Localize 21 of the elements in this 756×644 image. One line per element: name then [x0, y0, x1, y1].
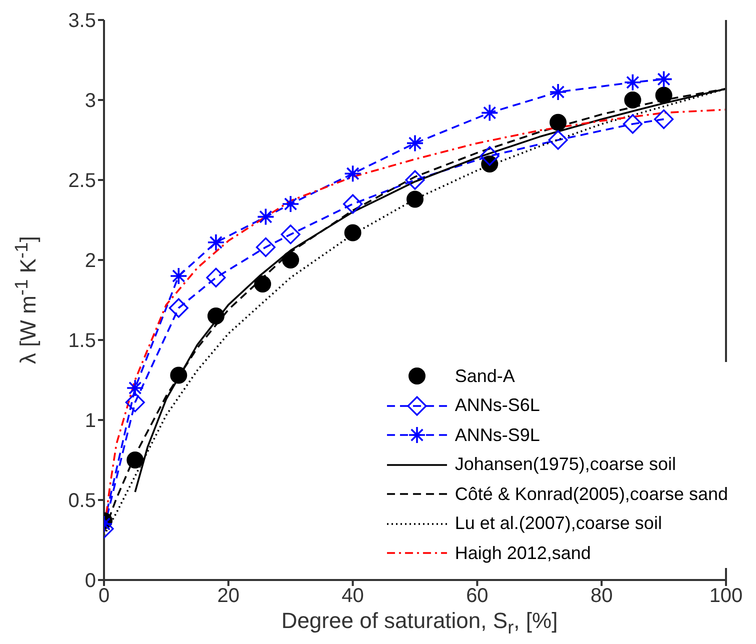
x-tick-label: 20: [217, 585, 240, 608]
legend-label: Johansen(1975),coarse soil: [454, 454, 676, 476]
legend-label: ANNs-S6L: [454, 395, 540, 416]
legend-label: ANNs-S9L: [454, 424, 540, 446]
legend-label: Côté & Konrad(2005),coarse sand: [454, 484, 728, 505]
x-tick-label: 100: [709, 585, 743, 608]
y-tick-label: 3: [84, 90, 96, 112]
y-tick-label: 2.5: [68, 170, 96, 192]
y-tick-label: 0: [84, 570, 96, 592]
y-tick-label: 3.5: [68, 10, 96, 32]
x-axis-title: Degree of saturation, S$_{r}$, [%]: [280, 608, 559, 638]
legend-label: Haigh 2012,sand: [454, 542, 591, 564]
legend-label: Lu et al.(2007),coarse soil: [454, 513, 662, 534]
y-tick-label: 1: [84, 410, 96, 432]
y-tick-label: 1.5: [68, 330, 96, 352]
x-tick-label: 80: [590, 585, 613, 608]
legend-label: Sand-A: [454, 366, 515, 387]
x-tick-label: 40: [342, 585, 364, 608]
y-tick-label: 0.5: [68, 490, 96, 512]
x-tick-label: 60: [466, 585, 488, 608]
y-tick-label: 2: [84, 250, 96, 272]
